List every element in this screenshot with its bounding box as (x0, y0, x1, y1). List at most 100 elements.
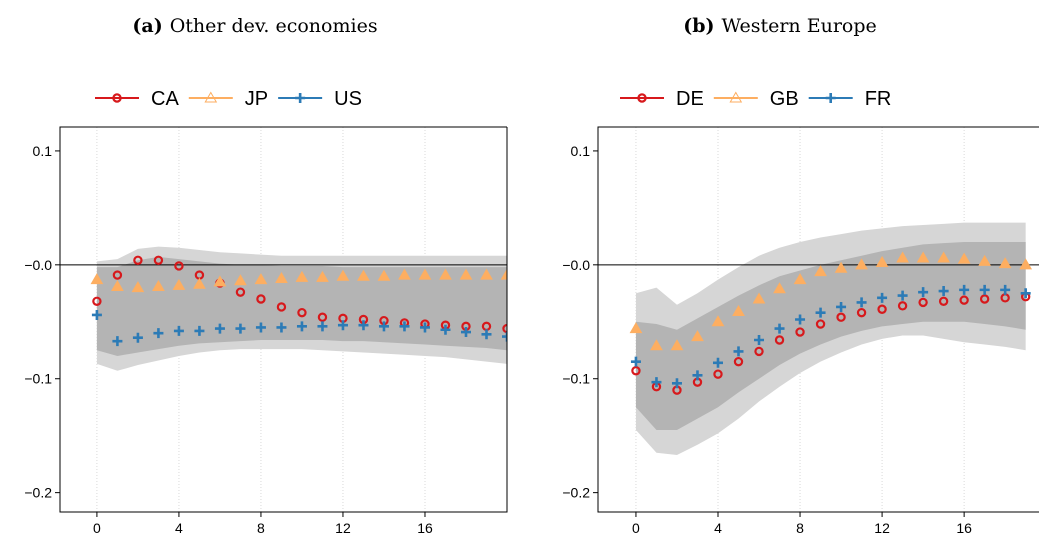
x-tick-label: 4 (714, 520, 722, 536)
panel: (a) Other dev. economies 0.1 −0.0 −0.1 −0.2 0 4… (24, 15, 508, 536)
point (937, 251, 950, 263)
panel-title: (a) Other dev. economies (132, 15, 377, 37)
point (255, 322, 266, 333)
legend-marker (825, 93, 836, 103)
legend-label: US (334, 88, 362, 110)
point (234, 274, 247, 286)
point (629, 322, 643, 334)
point (711, 315, 725, 327)
plot-area (598, 222, 1039, 456)
x-tick-label: 12 (335, 520, 351, 536)
point (500, 268, 507, 280)
point (172, 278, 186, 290)
point (481, 329, 492, 340)
point (752, 292, 766, 304)
legend: DE GB FR (620, 88, 891, 110)
point (153, 255, 164, 265)
plot-area (60, 246, 507, 371)
point (297, 307, 307, 318)
point (712, 357, 723, 368)
point (754, 335, 765, 346)
x-tick-label: 16 (417, 520, 433, 536)
confidence-band (635, 242, 1026, 430)
point (357, 269, 370, 281)
point (193, 277, 206, 289)
point (774, 335, 785, 345)
x-tick-label: 8 (796, 520, 804, 536)
axis-frame (59, 126, 508, 513)
legend-marker (729, 91, 743, 103)
point (275, 271, 288, 283)
point (733, 356, 744, 367)
point (916, 251, 930, 263)
point (773, 282, 786, 294)
point (276, 322, 287, 333)
panel-label: (b) (683, 15, 714, 37)
point (733, 346, 744, 357)
point (92, 296, 102, 306)
legend-label: FR (865, 88, 892, 110)
panel-title: (b) Western Europe (683, 15, 877, 37)
point (214, 323, 225, 334)
point (855, 258, 868, 270)
title-text: Other dev. economies (170, 15, 378, 37)
point (419, 322, 430, 333)
x-tick-label: 4 (175, 520, 183, 536)
point (1019, 258, 1033, 270)
point (754, 346, 764, 357)
panel-label: (a) (132, 15, 162, 37)
legend-label: GB (770, 88, 799, 110)
point (111, 279, 124, 291)
point (235, 287, 246, 297)
point (377, 269, 391, 281)
point (691, 330, 704, 342)
legend-label: DE (676, 88, 704, 110)
point (651, 377, 662, 388)
point (631, 366, 641, 376)
point (336, 269, 350, 281)
point (132, 332, 143, 343)
point (213, 275, 227, 287)
point (774, 323, 785, 334)
point (875, 256, 889, 268)
legend-label: JP (245, 88, 268, 110)
point (317, 321, 328, 332)
point (897, 301, 908, 311)
point (133, 255, 143, 265)
y-tick-label: −0.2 (562, 485, 590, 501)
point (877, 304, 887, 314)
y-tick-label: −0.1 (24, 371, 52, 387)
y-tick-label: −0.0 (24, 257, 52, 273)
point (957, 252, 971, 264)
point (235, 323, 246, 334)
point (959, 295, 969, 305)
point (460, 327, 471, 338)
x-tick-label: 0 (93, 520, 101, 536)
point (815, 307, 826, 318)
axis-frame (597, 126, 1039, 513)
title-text: Western Europe (722, 15, 877, 37)
point (295, 270, 309, 282)
point (896, 251, 909, 263)
x-tick-label: 0 (632, 520, 640, 536)
point (959, 284, 970, 295)
point (337, 320, 348, 331)
point (998, 257, 1012, 269)
point (91, 309, 102, 320)
point (1020, 288, 1031, 299)
point (834, 261, 848, 273)
point (795, 314, 806, 325)
legend: CA JP US (95, 88, 362, 110)
point (398, 268, 411, 280)
point (836, 312, 846, 322)
y-tick-label: −0.2 (24, 485, 52, 501)
y-tick-label: 0.1 (571, 143, 591, 159)
point (439, 268, 452, 280)
point (978, 254, 992, 266)
point (418, 268, 432, 280)
point (296, 321, 307, 332)
point (112, 270, 123, 280)
point (174, 261, 184, 271)
point (480, 268, 493, 280)
point (131, 281, 145, 293)
